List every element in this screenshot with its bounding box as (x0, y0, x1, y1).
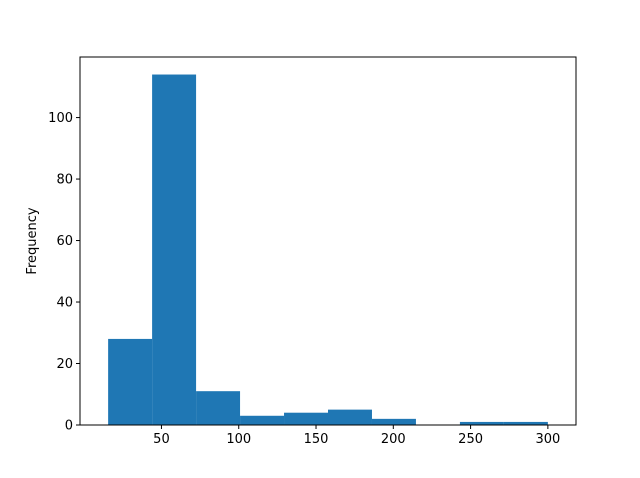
x-tick-label: 100 (226, 432, 251, 447)
histogram-bar (108, 338, 153, 425)
histogram-bar (240, 415, 285, 425)
x-tick-label: 50 (153, 432, 170, 447)
x-ticks: 50 100 150 200 250 300 (153, 425, 560, 447)
x-tick-label: 250 (458, 432, 483, 447)
histogram-bar (328, 409, 372, 425)
y-tick-label: 40 (56, 296, 73, 311)
y-tick-label: 0 (65, 419, 73, 434)
histogram-bar (196, 391, 241, 425)
y-tick-label: 60 (56, 234, 73, 249)
histogram-bar (459, 421, 504, 425)
y-tick-label: 100 (48, 111, 73, 126)
y-axis-label: Frequency (25, 207, 40, 274)
histogram-bar (152, 74, 197, 426)
x-tick-label: 200 (381, 432, 406, 447)
histogram-bar (503, 421, 548, 425)
x-tick-label: 150 (304, 432, 329, 447)
bars (108, 74, 548, 426)
x-tick-label: 300 (535, 432, 560, 447)
y-tick-label: 80 (56, 173, 73, 188)
histogram-bar (284, 412, 328, 425)
y-ticks: 0 20 40 60 80 100 (48, 111, 80, 434)
y-tick-label: 20 (56, 357, 73, 372)
histogram-bar (371, 418, 416, 425)
